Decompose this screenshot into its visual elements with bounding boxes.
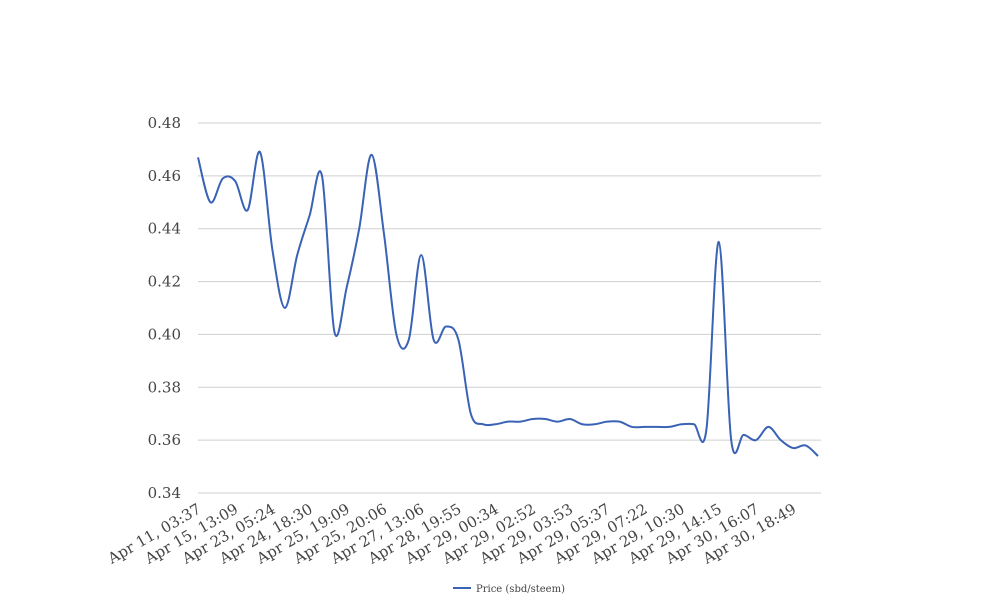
legend-label: Price (sbd/steem) [476, 584, 565, 595]
price-line [197, 151, 819, 457]
y-tick-label: 0.44 [148, 220, 181, 238]
y-tick-label: 0.46 [148, 167, 181, 185]
y-tick-label: 0.38 [148, 378, 181, 396]
y-tick-label: 0.40 [148, 325, 181, 343]
y-tick-label: 0.36 [148, 431, 181, 449]
y-tick-label: 0.48 [148, 114, 181, 132]
y-tick-label: 0.34 [148, 484, 181, 502]
y-tick-label: 0.42 [148, 273, 181, 291]
